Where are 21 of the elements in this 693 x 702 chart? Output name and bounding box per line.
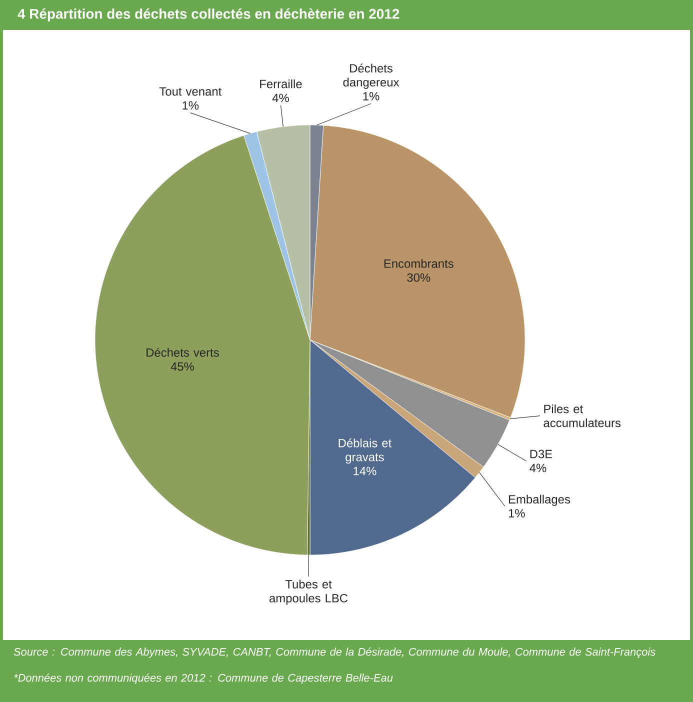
- slice-label: Ferraille: [260, 79, 302, 88]
- data-label: 14%: [354, 466, 376, 476]
- slice-label: Déblais et gravats: [338, 438, 392, 464]
- slice-label: Tubes et ampoules LBC: [269, 580, 348, 605]
- slice-label: Encombrants: [384, 259, 454, 268]
- data-label: 30%: [407, 273, 430, 282]
- text: *Données non communiquées en 2012 : Commune de Capesterre Belle-Eau: [14, 674, 393, 684]
- source-note: Source : Commune des Abymes, SYVADE, CANBT, Commune de la Désirade, Commune du Moule, Commune de Saint-François: [14, 648, 656, 658]
- data-label: 4%: [272, 94, 289, 102]
- slice-label: D3E: [530, 450, 552, 458]
- chart-title: 4 Répartition des déchets collectés en déchèterie en 2012: [18, 8, 400, 22]
- data-label: 45%: [170, 362, 194, 371]
- data-label: 1%: [182, 101, 199, 110]
- slice-label: Déchets verts: [146, 348, 219, 357]
- data-label: 4%: [530, 464, 546, 472]
- data-label: 1%: [363, 92, 380, 100]
- data-label: 1%: [508, 509, 525, 518]
- slice-label: Déchets dangereux: [343, 64, 400, 89]
- slice-label: Piles et accumulateurs: [544, 404, 621, 428]
- slice-label: Emballages: [508, 494, 570, 506]
- slice-label: Tout venant: [159, 87, 222, 96]
